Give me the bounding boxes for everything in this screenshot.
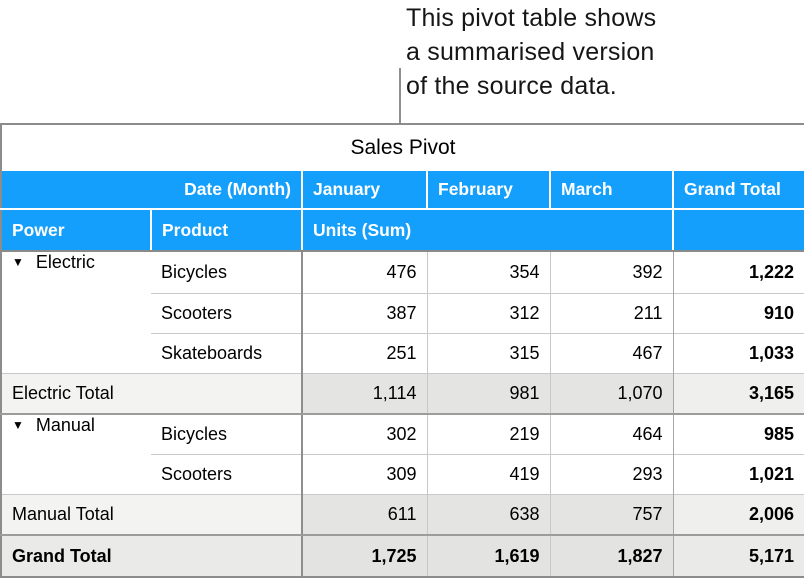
value-cell[interactable]: 392	[549, 250, 673, 293]
value-cell[interactable]: 387	[301, 292, 427, 333]
callout-line: of the source data.	[406, 72, 617, 100]
product-cell[interactable]: Bicycles	[151, 413, 302, 454]
value-cell[interactable]: 211	[549, 292, 673, 333]
group-total-value-cell[interactable]: 1,114	[301, 372, 427, 415]
product-cell[interactable]: Scooters	[151, 453, 302, 494]
table-row: ▼ Electric Bicycles 476 354 392 1,222	[1, 250, 804, 373]
pivot-table: Sales Pivot Date (Month) January Februar…	[0, 123, 804, 578]
group-total-value-cell[interactable]: 638	[426, 493, 550, 536]
product-cell[interactable]: Scooters	[151, 292, 302, 333]
value-cell[interactable]: 419	[426, 453, 550, 494]
row-total-cell[interactable]: 1,222	[672, 250, 804, 293]
header-power-cell[interactable]: Power	[1, 209, 152, 252]
header-date-month-cell[interactable]: Date (Month)	[1, 171, 303, 210]
group-total-grand-cell[interactable]: 2,006	[672, 493, 804, 536]
table-title-cell[interactable]: Sales Pivot	[1, 124, 804, 171]
table-row: Scooters 387 312 211 910	[1, 292, 804, 333]
value-cell[interactable]: 467	[549, 332, 673, 373]
table-row: ▼ Manual Bicycles 302 219 464 985	[1, 413, 804, 494]
header-march-cell[interactable]: March	[550, 171, 674, 210]
product-cell[interactable]: Skateboards	[151, 332, 302, 373]
group-cell-electric[interactable]: ▼ Electric	[1, 250, 151, 373]
value-cell[interactable]: 476	[301, 250, 427, 293]
header-units-sum-cell[interactable]: Units (Sum)	[302, 209, 674, 252]
header-february-cell[interactable]: February	[427, 171, 551, 210]
value-cell[interactable]: 354	[426, 250, 550, 293]
group-total-value-cell[interactable]: 1,070	[549, 372, 673, 415]
disclosure-triangle-icon[interactable]: ▼	[12, 255, 24, 269]
product-cell[interactable]: Bicycles	[151, 250, 302, 293]
value-cell[interactable]: 464	[549, 413, 673, 454]
row-total-cell[interactable]: 985	[672, 413, 804, 454]
grand-total-value-cell[interactable]: 1,827	[549, 534, 673, 577]
grand-total-label-cell[interactable]: Grand Total	[1, 534, 302, 577]
callout-line: a summarised version	[406, 38, 655, 66]
group-total-value-cell[interactable]: 981	[426, 372, 550, 415]
disclosure-triangle-icon[interactable]: ▼	[12, 418, 24, 432]
row-total-cell[interactable]: 910	[672, 292, 804, 333]
table-row: Scooters 309 419 293 1,021	[1, 453, 804, 494]
header-empty-cell[interactable]	[673, 209, 804, 252]
table-row: Skateboards 251 315 467 1,033	[1, 332, 804, 373]
group-total-label-cell[interactable]: Manual Total	[1, 493, 302, 536]
table-row: Power Product Units (Sum)	[1, 209, 804, 252]
group-cell-manual[interactable]: ▼ Manual	[1, 413, 151, 494]
value-cell[interactable]: 309	[301, 453, 427, 494]
table-row: Grand Total 1,725 1,619 1,827 5,171	[1, 534, 804, 577]
table-row: Electric Total 1,114 981 1,070 3,165	[1, 372, 804, 415]
group-total-value-cell[interactable]: 611	[301, 493, 427, 536]
callout-line: This pivot table shows	[406, 4, 657, 32]
table-row: Date (Month) January February March Gran…	[1, 171, 804, 210]
group-label: Manual	[35, 415, 95, 435]
grand-total-grand-cell[interactable]: 5,171	[672, 534, 804, 577]
group-label: Electric	[35, 252, 95, 272]
group-total-value-cell[interactable]: 757	[549, 493, 673, 536]
grand-total-value-cell[interactable]: 1,619	[426, 534, 550, 577]
grand-total-value-cell[interactable]: 1,725	[301, 534, 427, 577]
value-cell[interactable]: 251	[301, 332, 427, 373]
row-total-cell[interactable]: 1,033	[672, 332, 804, 373]
value-cell[interactable]: 315	[426, 332, 550, 373]
group-total-label-cell[interactable]: Electric Total	[1, 372, 302, 415]
value-cell[interactable]: 219	[426, 413, 550, 454]
value-cell[interactable]: 293	[549, 453, 673, 494]
group-total-grand-cell[interactable]: 3,165	[672, 372, 804, 415]
header-product-cell[interactable]: Product	[151, 209, 303, 252]
header-grand-total-cell[interactable]: Grand Total	[673, 171, 804, 210]
callout-leader-line	[399, 68, 401, 124]
table-row: Manual Total 611 638 757 2,006	[1, 493, 804, 536]
value-cell[interactable]: 302	[301, 413, 427, 454]
row-total-cell[interactable]: 1,021	[672, 453, 804, 494]
callout-annotation: This pivot table shows a summarised vers…	[406, 1, 656, 103]
table-row: Sales Pivot	[1, 124, 804, 171]
header-january-cell[interactable]: January	[302, 171, 428, 210]
value-cell[interactable]: 312	[426, 292, 550, 333]
